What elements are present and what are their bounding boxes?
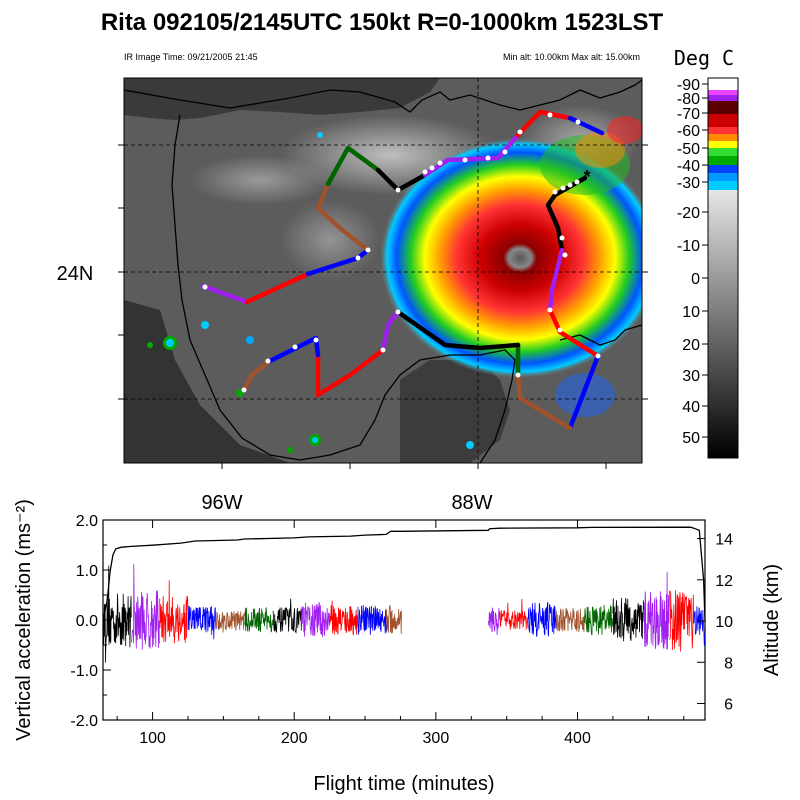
track-segment-blue-2	[567, 353, 601, 431]
acceleration-segment-11	[487, 607, 500, 636]
track-segment-black-3	[395, 309, 521, 351]
ir-image-time: IR Image Time: 09/21/2005 21:45	[124, 52, 258, 62]
y-axis-label: Vertical acceleration (ms⁻²)	[13, 499, 35, 741]
track-segment-red	[244, 271, 311, 305]
y2-tick-label: 8	[724, 655, 733, 672]
colorbar-tick-label: -40	[677, 158, 700, 175]
colorbar-title: Deg C	[674, 46, 734, 70]
altitude-range: Min alt: 10.00km Max alt: 15.00km	[503, 52, 640, 62]
acceleration-segment-13	[527, 602, 557, 637]
y2-tick-label: 6	[724, 697, 733, 714]
track-segment-brown	[315, 181, 371, 253]
track-segment-red-north	[515, 109, 573, 138]
acceleration-segment-14	[555, 607, 585, 633]
x-tick-label: 200	[281, 730, 308, 747]
acceleration-segment-1	[130, 563, 161, 650]
colorbar-tick-label: -10	[677, 238, 700, 255]
colorbar-tick-label: -60	[677, 123, 700, 140]
acceleration-segment-7	[300, 601, 330, 638]
colorbar-tick-label: -80	[677, 91, 700, 108]
acceleration-segment-2	[159, 580, 189, 644]
y2-tick-label: 12	[715, 573, 733, 590]
x-tick-label: 400	[564, 730, 591, 747]
acceleration-segment-8	[329, 600, 359, 636]
colorbar-tick-label: 0	[691, 271, 700, 288]
acceleration-segment-19	[693, 606, 706, 646]
lat-label-24n: 24N	[57, 263, 94, 285]
y-tick-label: 1.0	[76, 563, 98, 580]
timeseries-panel: 100 200 300 400 2.0 1.0 0.0 -1.0 -2.0 14 12 10 8 6	[70, 513, 733, 747]
acceleration-segment-15	[584, 605, 614, 636]
acceleration-segment-12	[499, 598, 529, 630]
track-segment-red-3	[315, 347, 386, 398]
x-tick-label: 100	[139, 730, 166, 747]
y2-axis-label: Altitude (km)	[761, 564, 783, 676]
flight-track	[200, 109, 605, 431]
acceleration-segment-4	[215, 611, 245, 633]
lon-label-96w: 96W	[201, 492, 242, 514]
track-segment-purple-3	[380, 309, 401, 353]
satellite-map: *	[118, 77, 648, 469]
y-tick-label: -1.0	[70, 663, 98, 680]
storm-center-marker: *	[583, 167, 590, 187]
colorbar-tick-label: -70	[677, 106, 700, 123]
colorbar-ticks: -90-80-70-60-50-40-30 -20 -10 0 10 20 30 40 50	[677, 77, 708, 447]
track-segment-green	[325, 145, 381, 187]
chart-title: Rita 092105/2145UTC 150kt R=0-1000km 152…	[101, 9, 664, 36]
acceleration-segment-17	[643, 571, 670, 650]
y-tick-label: 2.0	[76, 513, 98, 530]
colorbar-tick-label: -90	[677, 77, 700, 94]
acceleration-segment-3	[187, 605, 217, 640]
track-segment-purple	[422, 132, 521, 178]
y-tick-label: -2.0	[70, 713, 98, 730]
map-ticks	[118, 144, 648, 469]
track-markers	[202, 112, 601, 393]
y2-tick-label: 14	[715, 532, 733, 549]
track-segment-brown-2	[515, 372, 573, 431]
colorbar-tick-label: -30	[677, 175, 700, 192]
x-tick-label: 300	[423, 730, 450, 747]
acceleration-segment-0	[102, 565, 132, 663]
acceleration-segment-9	[357, 604, 387, 636]
track-segment-purple-2	[547, 247, 565, 313]
colorbar-tick-label: -50	[677, 141, 700, 158]
acceleration-segment-6	[272, 598, 302, 634]
track-segment-brown-3	[241, 359, 271, 393]
acceleration-series	[102, 563, 706, 663]
y2-tick-label: 10	[715, 614, 733, 631]
timeseries-axes: 100 200 300 400 2.0 1.0 0.0 -1.0 -2.0 14 12 10 8 6	[70, 513, 733, 747]
track-segment-blue-north	[567, 115, 605, 136]
altitude-line	[102, 526, 706, 622]
colorbar-tick-label: 50	[682, 430, 700, 447]
y-tick-label: 0.0	[76, 613, 98, 630]
lon-label-88w: 88W	[451, 492, 492, 514]
track-segment-purple-start	[200, 283, 250, 305]
colorbar-tick-label: 40	[682, 399, 700, 416]
colorbar-tick-label: 20	[682, 337, 700, 354]
colorbar-tick-label: 10	[682, 304, 700, 321]
acceleration-segment-18	[669, 590, 695, 652]
colorbar-tick-label: 30	[682, 368, 700, 385]
acceleration-segment-5	[244, 606, 274, 633]
acceleration-segment-16	[612, 597, 645, 642]
coastline	[124, 79, 642, 463]
colorbar-tick-label: -20	[677, 205, 700, 222]
acceleration-segment-10	[385, 605, 403, 635]
colorbar: Deg C	[674, 46, 739, 459]
x-axis-label: Flight time (minutes)	[313, 773, 494, 795]
